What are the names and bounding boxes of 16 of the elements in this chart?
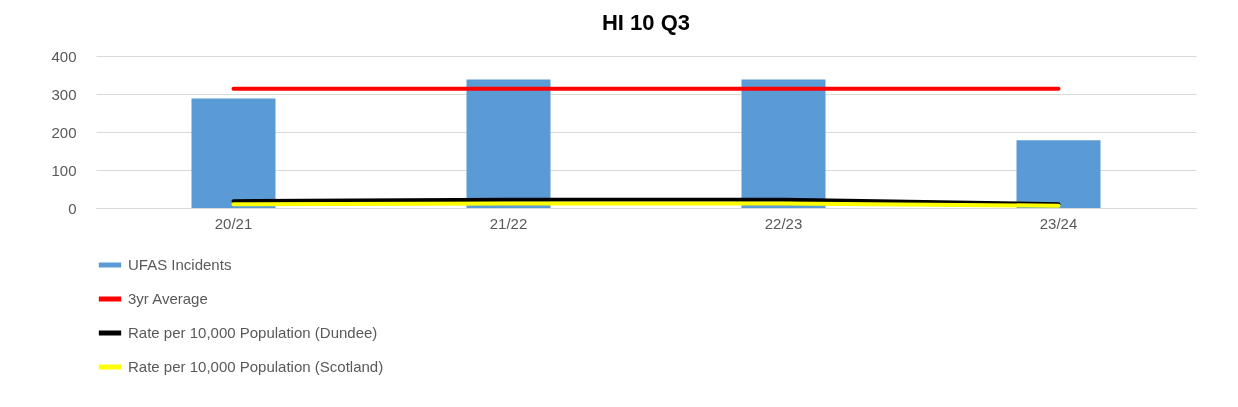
- y-tick-label: 400: [51, 47, 77, 65]
- x-tick-label: 22/23: [764, 214, 803, 232]
- legend-label: Rate per 10,000 Population (Dundee): [128, 324, 378, 341]
- chart-title: HI 10 Q3: [601, 10, 691, 35]
- bar: [1016, 140, 1101, 208]
- x-tick-label: 21/22: [489, 214, 528, 232]
- x-tick-label: 20/21: [214, 214, 253, 232]
- legend-label: Rate per 10,000 Population (Scotland): [128, 358, 384, 375]
- legend-label: 3yr Average: [128, 290, 208, 307]
- legend-label: UFAS Incidents: [128, 256, 232, 273]
- y-tick-label: 100: [51, 161, 77, 179]
- y-tick-label: 200: [51, 123, 77, 141]
- y-tick-label: 300: [51, 85, 77, 103]
- x-tick-label: 23/24: [1039, 214, 1078, 232]
- y-tick-label: 0: [68, 199, 77, 217]
- bar: [191, 98, 276, 208]
